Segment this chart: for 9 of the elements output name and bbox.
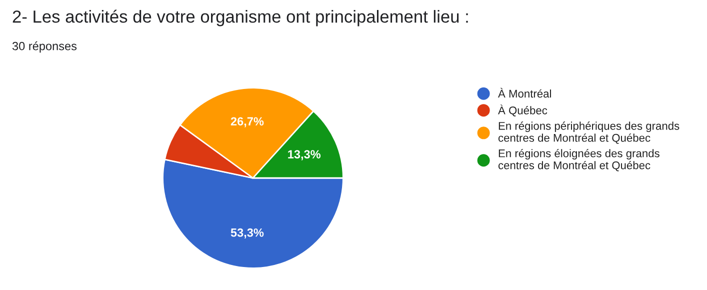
data-label: 26,7% bbox=[230, 117, 264, 128]
data-label: 53,3% bbox=[230, 228, 264, 238]
chart-title: 2- Les activités de votre organisme ont principalement lieu : bbox=[12, 10, 468, 26]
text: 30 réponses bbox=[12, 41, 77, 53]
legend-label: À Québec bbox=[498, 104, 548, 116]
data-label: 13,3% bbox=[288, 150, 321, 160]
legend-label: En régions éloignées des grands centres de Montréal et Québec bbox=[498, 148, 660, 172]
legend-label: En régions périphériques des grands centres de Montréal et Québec bbox=[498, 122, 680, 144]
legend-label: À Montréal bbox=[498, 88, 551, 98]
